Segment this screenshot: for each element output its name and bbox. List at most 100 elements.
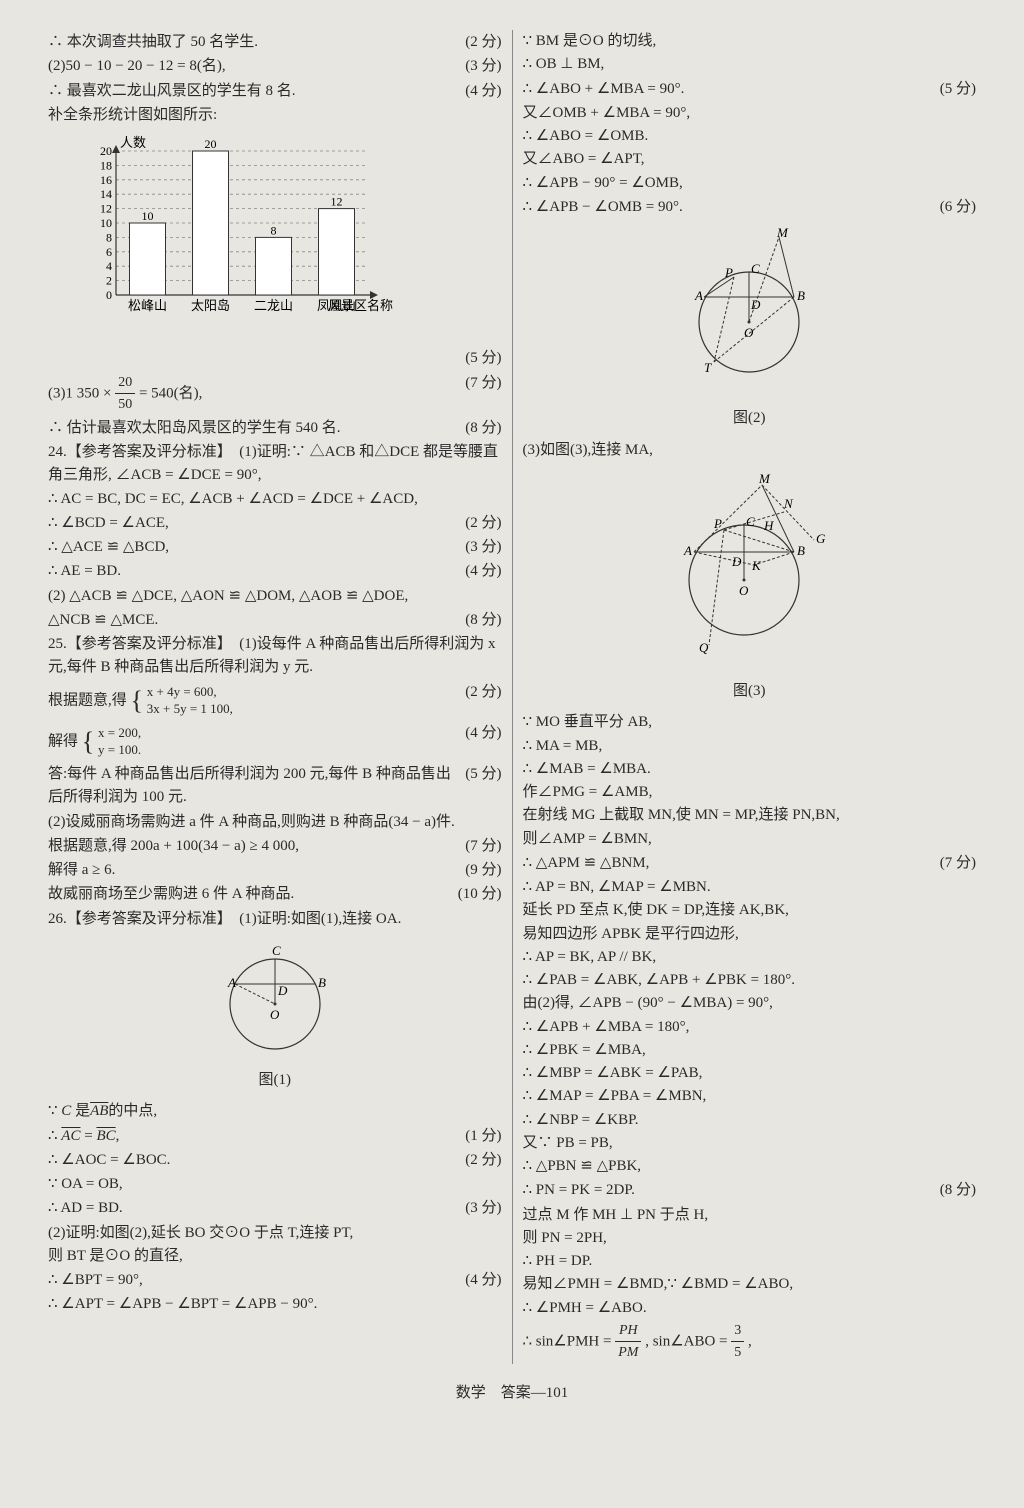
- text: ∴ △APM ≌ △BNM,: [523, 852, 932, 875]
- points: (4 分): [457, 560, 501, 583]
- text: 故威丽商场至少需购进 6 件 A 种商品.: [48, 883, 450, 906]
- points: (10 分): [450, 883, 502, 906]
- points: (2 分): [457, 31, 501, 54]
- text: 由(2)得, ∠APB − (90° − ∠MBA) = 90°,: [523, 992, 977, 1015]
- text: 则∠AMP = ∠BMN,: [523, 828, 977, 851]
- points: (3 分): [457, 1197, 501, 1220]
- left-column: ∴ 本次调查共抽取了 50 名学生.(2 分) (2)50 − 10 − 20 …: [40, 30, 510, 1364]
- text: 延长 PD 至点 K,使 DK = DP,连接 AK,BK,: [523, 899, 977, 922]
- text: ∵ C 是AB的中点,: [48, 1100, 502, 1123]
- text: ∴ ∠APB − 90° = ∠OMB,: [523, 172, 977, 195]
- svg-text:2: 2: [106, 274, 112, 288]
- svg-text:A: A: [227, 975, 236, 990]
- text: , sin∠ABO =: [645, 1333, 731, 1349]
- points: (8 分): [932, 1179, 976, 1202]
- points: (4 分): [457, 722, 501, 762]
- text: 24.【参考答案及评分标准】 (1)证明:∵ △ACB 和△DCE 都是等腰直角…: [48, 444, 498, 483]
- text: (2)设威丽商场需购进 a 件 A 种商品,则购进 B 种商品(34 − a)件…: [48, 811, 502, 834]
- text: 则 PN = 2PH,: [523, 1227, 977, 1250]
- text: 26.【参考答案及评分标准】 (1)证明:如图(1),连接 OA.: [48, 908, 502, 931]
- text: ∴ AP = BN, ∠MAP = ∠MBN.: [523, 876, 977, 899]
- svg-text:太阳岛: 太阳岛: [191, 298, 230, 313]
- text: 答:每件 A 种商品售出后所得利润为 200 元,每件 B 种商品售出后所得利润…: [48, 763, 457, 810]
- points: (5 分): [932, 78, 976, 101]
- text: ∵ OA = OB,: [48, 1173, 502, 1196]
- points: (3 分): [457, 536, 501, 559]
- eq: x + 4y = 600,: [147, 684, 217, 699]
- text: ∴ 最喜欢二龙山风景区的学生有 8 名.: [48, 80, 457, 103]
- svg-text:松峰山: 松峰山: [128, 298, 167, 313]
- svg-text:B: B: [797, 288, 805, 303]
- text: 又∠ABO = ∠APT,: [523, 148, 977, 171]
- svg-text:C: C: [746, 514, 755, 529]
- svg-text:A: A: [683, 543, 692, 558]
- text: ∴ ∠MAB = ∠MBA.: [523, 758, 977, 781]
- text: ∴ 本次调查共抽取了 50 名学生.: [48, 31, 457, 54]
- text: ∴ AC = BC, DC = EC, ∠ACB + ∠ACD = ∠DCE +…: [48, 488, 502, 511]
- svg-text:P: P: [724, 265, 733, 280]
- text: ∴ ∠APT = ∠APB − ∠BPT = ∠APB − 90°.: [48, 1293, 502, 1316]
- svg-text:8: 8: [271, 223, 277, 237]
- points: (9 分): [457, 859, 501, 882]
- text: 解得 a ≥ 6.: [48, 859, 457, 882]
- svg-text:20: 20: [205, 137, 217, 151]
- text: (2)50 − 10 − 20 − 12 = 8(名),: [48, 55, 457, 78]
- svg-text:18: 18: [100, 158, 112, 172]
- text: 根据题意,得 { x + 4y = 600,3x + 5y = 1 100,: [48, 681, 457, 721]
- text: (3)1 350 × 2050 = 540(名),: [48, 372, 457, 416]
- eq: x = 200,: [98, 725, 141, 740]
- points: (7 分): [932, 852, 976, 875]
- text: ∴ ∠PMH = ∠ABO.: [523, 1297, 977, 1320]
- text: 过点 M 作 MH ⊥ PN 于点 H,: [523, 1204, 977, 1227]
- svg-text:M: M: [758, 471, 771, 486]
- text: ∵ BM 是⊙O 的切线,: [523, 30, 977, 53]
- text: ∴ sin∠PMH =: [523, 1333, 616, 1349]
- points: (6 分): [932, 196, 976, 219]
- text: ∴ ∠ABO = ∠OMB.: [523, 125, 977, 148]
- svg-text:风景区名称: 风景区名称: [328, 298, 393, 313]
- denominator: PM: [615, 1342, 641, 1364]
- text: △NCB ≌ △MCE.: [48, 609, 457, 632]
- text: 则 BT 是⊙O 的直径,: [48, 1245, 502, 1268]
- points: (5 分): [457, 347, 501, 370]
- text: ∴ △PBN ≌ △PBK,: [523, 1155, 977, 1178]
- text: ∴ ∠APB + ∠MBA = 180°,: [523, 1016, 977, 1039]
- text: ∴ AP = BK, AP // BK,: [523, 946, 977, 969]
- svg-text:O: O: [739, 583, 749, 598]
- points: (8 分): [457, 417, 501, 440]
- text: ∴ ∠AOC = ∠BOC.: [48, 1149, 457, 1172]
- text: ∴ ∠NBP = ∠KBP.: [523, 1109, 977, 1132]
- text: 解得 { x = 200,y = 100.: [48, 722, 457, 762]
- denominator: 5: [731, 1342, 744, 1364]
- points: (8 分): [457, 609, 501, 632]
- text: ∴ MA = MB,: [523, 735, 977, 758]
- text: ∴ ∠ABO + ∠MBA = 90°.: [523, 78, 932, 101]
- svg-text:人数: 人数: [120, 135, 146, 150]
- text: (2)证明:如图(2),延长 BO 交⊙O 于点 T,连接 PT,: [48, 1222, 502, 1245]
- text: 作∠PMG = ∠AMB,: [523, 781, 977, 804]
- svg-text:D: D: [731, 554, 742, 569]
- points: (7 分): [457, 835, 501, 858]
- svg-text:0: 0: [106, 288, 112, 302]
- points: (5 分): [457, 763, 501, 810]
- svg-text:B: B: [797, 543, 805, 558]
- text: ∴ ∠PAB = ∠ABK, ∠APB + ∠PBK = 180°.: [523, 969, 977, 992]
- text: 易知∠PMH = ∠BMD,∵ ∠BMD = ∠ABO,: [523, 1273, 977, 1296]
- caption: 图(1): [48, 1069, 502, 1092]
- text: 根据题意,得 200a + 100(34 − a) ≥ 4 000,: [48, 835, 457, 858]
- svg-text:20: 20: [100, 144, 112, 158]
- text: 易知四边形 APBK 是平行四边形,: [523, 923, 977, 946]
- text: ∴ 估计最喜欢太阳岛风景区的学生有 540 名.: [48, 417, 457, 440]
- points: (2 分): [457, 1149, 501, 1172]
- svg-text:10: 10: [100, 216, 112, 230]
- caption: 图(3): [523, 680, 977, 703]
- svg-text:O: O: [744, 325, 754, 340]
- points: (1 分): [457, 1125, 501, 1148]
- text: 在射线 MG 上截取 MN,使 MN = MP,连接 PN,BN,: [523, 804, 977, 827]
- figure-1: A B C D O 图(1): [48, 939, 502, 1093]
- text: 又∠OMB + ∠MBA = 90°,: [523, 102, 977, 125]
- points: (3 分): [457, 55, 501, 78]
- text: (2) △ACB ≌ △DCE, △AON ≌ △DOM, △AOB ≌ △DO…: [48, 585, 502, 608]
- svg-text:B: B: [318, 975, 326, 990]
- text: ∴ AE = BD.: [48, 560, 457, 583]
